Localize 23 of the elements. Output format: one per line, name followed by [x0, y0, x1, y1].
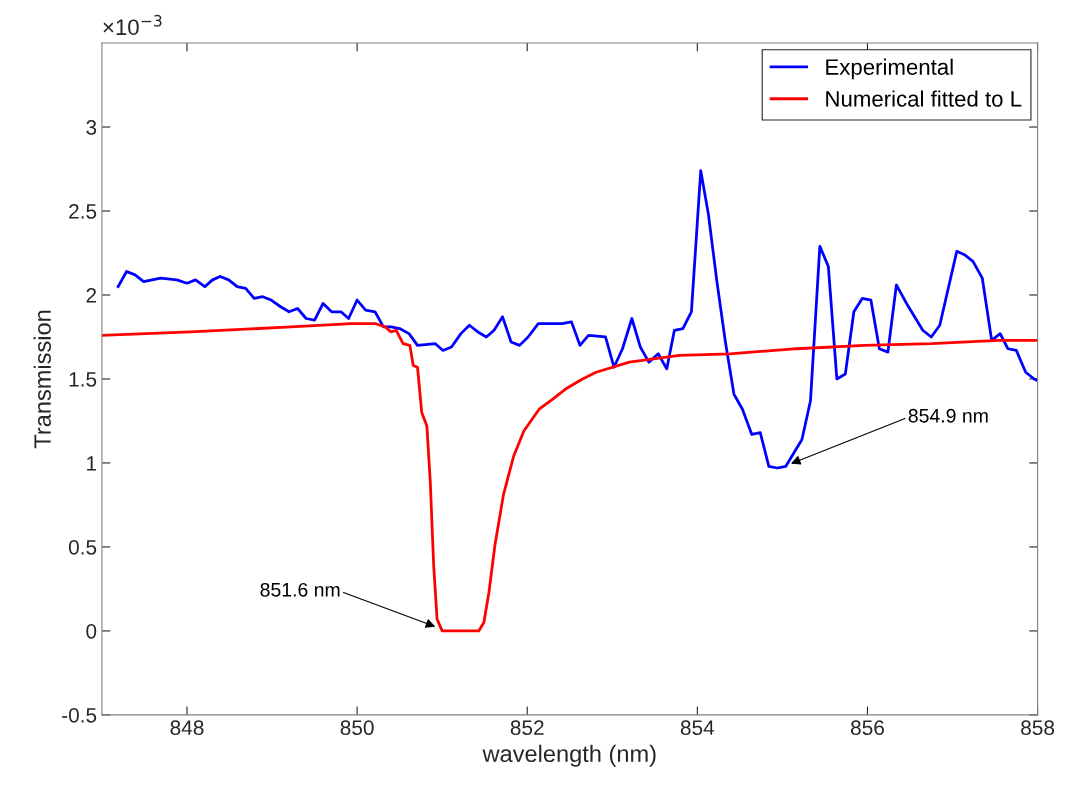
legend-label: Experimental — [826, 58, 953, 80]
y-tick-label: -0.5 — [62, 707, 97, 723]
x-axis-title: wavelength (nm) — [482, 744, 656, 767]
y-tick-label: 0.5 — [68, 539, 97, 555]
annotation: 851.6 nm — [260, 582, 340, 597]
x-tick-label: 852 — [510, 720, 544, 736]
x-tick-label: 850 — [340, 720, 374, 736]
y-tick-label: 1 — [87, 456, 97, 471]
x-tick-label: 848 — [170, 720, 204, 736]
x-tick-label: 856 — [851, 720, 884, 736]
legend-label: Numerical fitted to L — [826, 90, 1022, 107]
x-tick-label: 858 — [1021, 720, 1055, 736]
x-tick-label: 854 — [680, 720, 715, 736]
y-tick-label: 0 — [86, 623, 97, 639]
y-axis-title: Transmission — [33, 310, 51, 449]
y-tick-label: 1.5 — [69, 372, 97, 387]
line-series — [116, 169, 1038, 470]
line-series — [101, 322, 1038, 633]
y-tick-label: 2.5 — [69, 204, 97, 219]
y-tick-label: 2 — [86, 287, 97, 303]
y-tick-label: 3 — [86, 120, 97, 135]
annotation: 854.9 nm — [908, 408, 988, 423]
text: ×10$^{−3}$ — [103, 14, 162, 36]
